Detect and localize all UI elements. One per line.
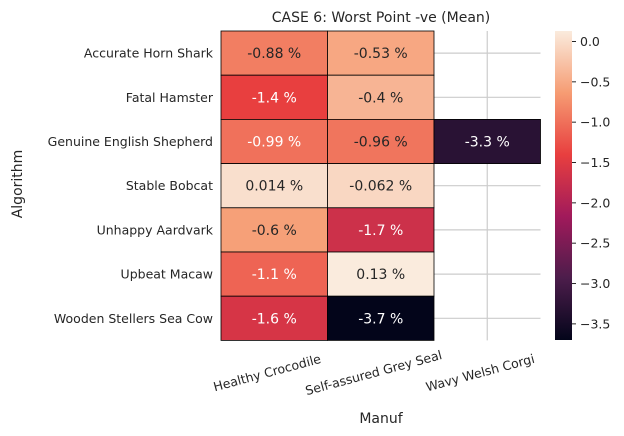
- y-axis-label: Algorithm: [10, 150, 26, 219]
- heatmap-cell: [220, 207, 328, 253]
- y-tick-label: Wooden Stellers Sea Cow: [54, 311, 213, 326]
- cell-value-label: -0.88 %: [247, 46, 301, 62]
- y-tick-label: Accurate Horn Shark: [84, 46, 214, 61]
- cell-value-label: -0.53 %: [354, 46, 408, 62]
- colorbar-tick-label: −3.0: [580, 276, 610, 291]
- cell-value-label: -3.3 %: [465, 135, 510, 151]
- heatmap-cell: [327, 295, 435, 341]
- heatmap-cell: [327, 251, 435, 297]
- heatmap-cell: [220, 295, 328, 341]
- heatmap-cell: [220, 251, 328, 297]
- heatmap-cell: [327, 74, 435, 120]
- colorbar-tick-label: 0.0: [580, 34, 600, 49]
- heatmap-cells: [220, 30, 541, 341]
- colorbar-tick-label: −1.0: [580, 115, 610, 130]
- y-tick-label: Upbeat Macaw: [121, 267, 213, 282]
- cell-value-label: 0.014 %: [245, 179, 303, 195]
- cell-value-label: -0.4 %: [358, 90, 403, 106]
- cell-value-label: 0.13 %: [356, 267, 405, 283]
- cell-value-label: -3.7 %: [358, 311, 403, 327]
- cell-value-label: -1.4 %: [252, 90, 297, 106]
- cell-value-label: -0.6 %: [252, 223, 297, 239]
- cell-annotations: -0.88 % -0.53 % -1.4 % -0.4 % -0.99 % -0.96 %…: [245, 46, 509, 327]
- colorbar-tick-label: −1.5: [580, 155, 610, 170]
- cell-value-label: -0.062 %: [349, 179, 412, 195]
- y-tick-label: Unhappy Aardvark: [97, 222, 214, 237]
- heatmap-cell: [327, 163, 435, 209]
- colorbar-ticks: 0.0 −0.5 −1.0 −1.5 −2.0 −2.5 −3.0 −3.5: [572, 34, 610, 331]
- cell-value-label: -1.7 %: [358, 223, 403, 239]
- cell-value-label: -0.96 %: [354, 135, 408, 151]
- colorbar-tick-label: −2.5: [580, 236, 610, 251]
- colorbar-tick-label: −3.5: [580, 316, 610, 331]
- x-tick-label: Self-assured Grey Seal: [304, 347, 444, 398]
- heatmap-cell: [220, 119, 328, 165]
- heatmap-cell: [327, 119, 435, 165]
- heatmap-cell: [327, 30, 435, 76]
- y-tick-label: Stable Bobcat: [126, 178, 213, 193]
- y-tick-label: Genuine English Shepherd: [48, 134, 213, 149]
- colorbar-tick-label: −0.5: [580, 74, 610, 89]
- y-tick-label: Fatal Hamster: [126, 90, 214, 105]
- colorbar-tick-label: −2.0: [580, 195, 610, 210]
- cell-value-label: -1.1 %: [252, 267, 297, 283]
- colorbar: [555, 31, 572, 340]
- cell-value-label: -1.6 %: [252, 311, 297, 327]
- chart-title: CASE 6: Worst Point -ve (Mean): [272, 10, 491, 26]
- x-axis-label: Manuf: [359, 411, 403, 427]
- heatmap-cell: [433, 119, 541, 165]
- heatmap-cell: [327, 207, 435, 253]
- y-tick-labels: Accurate Horn Shark Fatal Hamster Genuine …: [48, 46, 214, 326]
- heatmap-cell: [220, 163, 328, 209]
- cell-value-label: -0.99 %: [247, 135, 301, 151]
